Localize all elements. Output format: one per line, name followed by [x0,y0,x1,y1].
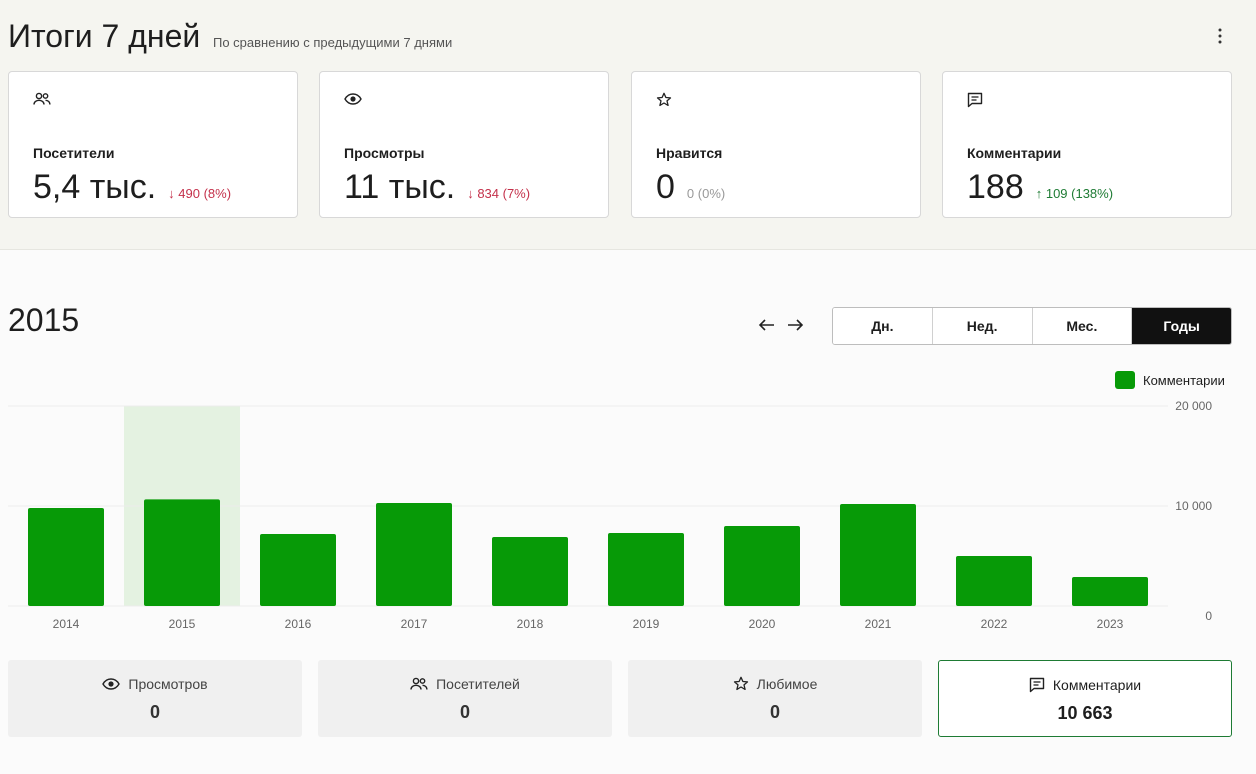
bar [260,534,336,606]
tile-value: 0 [769,702,780,722]
card-delta: ↓ 490 (8%) [168,186,232,201]
period-navigation [758,316,804,334]
card-label: Посетители [33,145,115,161]
card-label: Комментарии [967,145,1062,161]
selected-period-label: 2015 [8,302,80,338]
tile-value: 10 663 [1057,703,1113,723]
comparison-subtitle: По сравнению с предыдущими 7 днями [213,35,453,50]
tile-views[interactable]: Просмотров 0 [8,660,302,737]
tab-weeks[interactable]: Нед. [932,308,1033,344]
legend-swatch [1115,371,1135,389]
card-value: 188 [967,168,1024,206]
star-icon [733,676,748,691]
bar [608,533,684,606]
x-tick-label: 2015 [169,617,196,631]
card-visitors[interactable]: Посетители 5,4 тыс. ↓ 490 (8%) [8,71,298,218]
bar [724,526,800,606]
comment-icon [1029,677,1045,693]
page-title: Итоги 7 дней [8,18,201,54]
bar [376,503,452,606]
card-delta: ↑ 109 (138%) [1035,186,1114,201]
card-likes[interactable]: Нравится 0 0 (0%) [631,71,921,218]
bar [144,499,220,606]
x-tick-label: 2016 [285,617,312,631]
more-vertical-icon[interactable] [1210,24,1230,48]
card-value: 0 [656,168,675,206]
tile-value: 0 [149,702,160,722]
tab-days[interactable]: Дн. [833,308,933,344]
x-tick-label: 2022 [981,617,1008,631]
bar [28,508,104,606]
eye-icon [344,92,366,110]
x-tick-label: 2017 [401,617,428,631]
tile-value: 0 [459,702,470,722]
card-comments[interactable]: Комментарии 188 ↑ 109 (138%) [942,71,1232,218]
card-views[interactable]: Просмотры 11 тыс. ↓ 834 (7%) [319,71,609,218]
eye-icon [102,678,121,690]
comment-icon [967,92,989,110]
tab-years[interactable]: Годы [1132,308,1231,344]
bar [840,504,916,606]
card-value: 11 тыс. [344,168,456,206]
card-delta: ↓ 834 (7%) [467,186,531,201]
x-tick-label: 2023 [1097,617,1124,631]
y-tick-label: 20 000 [1175,399,1212,413]
people-icon [33,92,55,110]
tile-favorites[interactable]: Любимое 0 [628,660,922,737]
bar [1072,577,1148,606]
tile-label: Комментарии [1052,677,1142,693]
x-tick-label: 2014 [53,617,80,631]
y-tick-label: 0 [1205,609,1212,623]
card-label: Просмотры [344,145,425,161]
comments-bar-chart: 0 10 000 20 000 2014 2015 2016 2017 2018 2019 202… [8,399,1212,631]
card-value: 5,4 тыс. [33,168,157,206]
x-tick-label: 2019 [633,617,660,631]
tile-label: Посетителей [436,676,520,692]
tile-comments[interactable]: Комментарии 10 663 [938,660,1232,737]
bar [492,537,568,606]
arrow-right-icon[interactable] [786,316,804,334]
x-tick-label: 2020 [749,617,776,631]
star-icon [656,92,678,110]
y-tick-label: 10 000 [1175,499,1212,513]
summary-section: Итоги 7 дней По сравнению с предыдущими … [0,0,1256,250]
chart-legend: Комментарии [1115,371,1225,389]
x-tick-label: 2021 [865,617,892,631]
arrow-left-icon[interactable] [758,316,776,334]
card-label: Нравится [656,145,723,161]
legend-label: Комментарии [1143,372,1225,388]
tile-label: Любимое [756,676,818,692]
period-granularity-tabs: Дн. Нед. Мес. Годы [832,307,1232,345]
card-delta: 0 (0%) [686,186,726,201]
tile-visitors[interactable]: Посетителей 0 [318,660,612,737]
tile-label: Просмотров [128,676,208,692]
bar [956,556,1032,606]
tab-months[interactable]: Мес. [1032,308,1133,344]
x-tick-label: 2018 [517,617,544,631]
people-icon [410,677,428,690]
